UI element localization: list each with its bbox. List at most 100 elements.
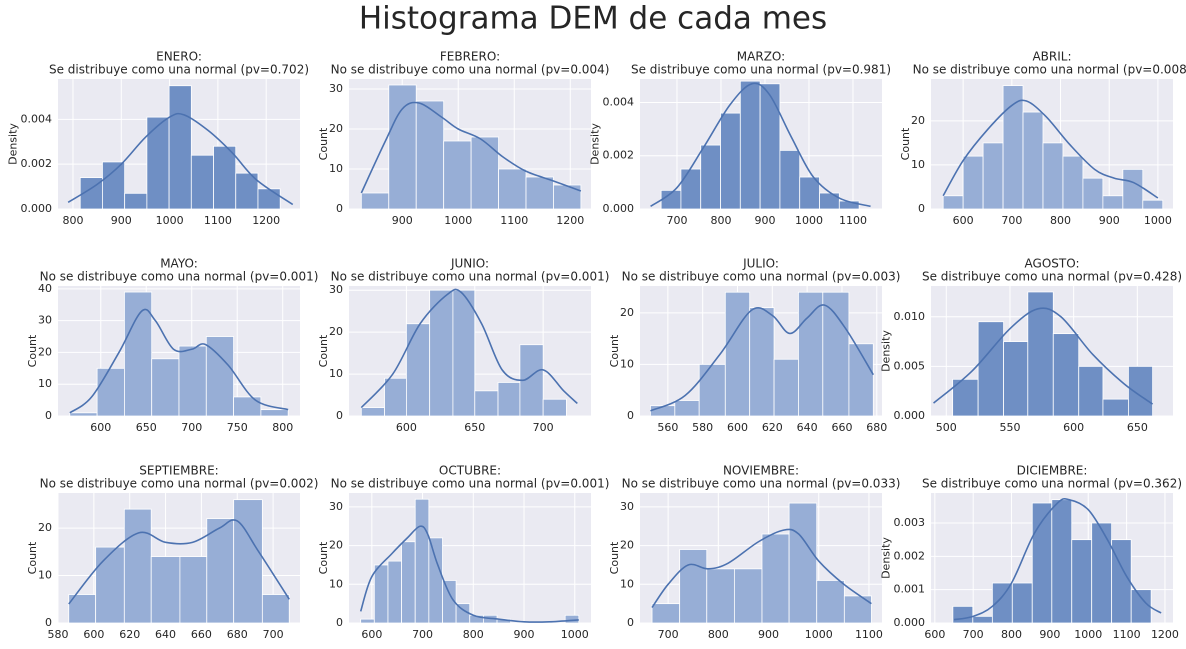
bar [749,307,775,416]
bar [96,367,125,416]
figure-title: Histograma DEM de cada mes [359,1,827,37]
subplot: 0 10 20 560 580 600 620 640 660 680 JULIO:No se di… [608,257,900,435]
y-tick-label: 0 [45,409,52,422]
x-tick-label: 1200 [1151,628,1179,641]
bar [257,188,281,209]
x-tick-label: 660 [831,421,852,434]
y-tick-label: 10 [329,577,343,590]
bar [679,549,708,623]
x-tick-label: 1000 [805,628,833,641]
bar [674,400,700,416]
kde-line [360,101,582,194]
subplot-subtitle: No se distribuye como una normal (pv=0.0… [622,270,901,284]
y-axis-label: Density [880,537,893,579]
y-tick-label: 0.003 [894,516,926,529]
x-tick-label: 900 [111,214,132,227]
bar [1102,398,1129,416]
x-tick-label: 680 [227,628,248,641]
bar [360,407,385,416]
bar [428,537,443,623]
y-tick-label: 10 [38,569,52,582]
y-tick-label: 10 [329,162,343,175]
bar [233,499,263,623]
plot-content [69,291,289,416]
subplot-subtitle: No se distribuye como una normal (pv=0.0… [40,477,319,491]
x-tick-label: 600 [361,628,382,641]
kde-line [933,307,1154,405]
bar [698,364,726,416]
x-tick-label: 580 [692,421,713,434]
x-tick-label: 600 [396,421,417,434]
y-tick-label: 0.010 [894,310,926,323]
subplot-title: OCTUBRE: [439,464,501,478]
x-tick-label: 800 [272,421,293,434]
y-tick-label: 30 [620,500,634,513]
bar [1102,195,1124,209]
x-tick-label: 580 [48,628,69,641]
bar [942,195,964,209]
bar [739,80,761,209]
y-tick-label: 20 [38,345,52,358]
subplot-subtitle: Se distribuye como una normal (pv=0.981) [631,63,891,77]
x-tick-label: 640 [797,421,818,434]
bar [1027,291,1054,416]
subplot-title: AGOSTO: [1025,257,1080,271]
y-tick-label: 30 [329,82,343,95]
bar [190,154,214,209]
bar [388,84,417,209]
x-tick-label: 800 [1001,628,1022,641]
y-tick-label: 0.000 [894,616,926,629]
x-tick-label: 700 [412,628,433,641]
bar [414,498,430,623]
y-tick-label: 30 [329,283,343,296]
x-tick-label: 1100 [855,628,883,641]
x-tick-label: 600 [953,214,974,227]
subplot-title: NOVIEMBRE: [723,464,799,478]
y-tick-label: 20 [329,325,343,338]
subplot-subtitle: Se distribuye como una normal (pv=0.702) [49,63,309,77]
y-axis-label: Count [317,127,330,160]
bar [542,398,567,416]
x-tick-label: 700 [666,214,687,227]
bar [497,382,521,416]
y-axis-label: Density [7,123,20,165]
bar [360,192,390,209]
kde-line [360,288,578,409]
bar [360,618,375,623]
bar [1042,142,1064,209]
y-tick-label: 10 [620,357,634,370]
x-tick-label: 600 [727,421,748,434]
bar [1062,155,1084,209]
bar [387,560,402,623]
y-tick-label: 0.000 [894,409,926,422]
x-tick-label: 900 [758,628,779,641]
x-tick-label: 900 [754,214,775,227]
bar [102,161,126,209]
bar [1078,365,1104,416]
subplot-title: MAYO: [160,257,198,271]
y-tick-label: 0 [627,616,634,629]
x-tick-label: 1000 [795,214,823,227]
y-tick-label: 0.004 [21,112,53,125]
bar [498,168,527,209]
bar [773,358,799,416]
subplot: 0 10 20 30 900 1000 1100 1200 FEBRERO:No se dist… [317,50,609,228]
y-tick-label: 20 [620,539,634,552]
subplot-subtitle: No se distribuye como una normal (pv=0.0… [331,63,610,77]
y-axis-label: Count [26,541,39,574]
plot-content [67,85,294,209]
subplot: 0.000 0.002 0.004 800 900 1000 1100 1200 ENERO:S… [7,50,310,228]
bar [848,343,874,416]
x-tick-label: 800 [708,628,729,641]
subplot-title: ABRIL: [1032,50,1071,64]
bar [205,336,234,416]
x-tick-label: 650 [136,421,157,434]
bar [706,568,735,623]
bar [700,144,721,209]
y-tick-label: 20 [329,539,343,552]
x-tick-label: 660 [191,628,212,641]
x-tick-label: 620 [119,628,140,641]
plot-content [952,497,1162,623]
subplot-subtitle: No se distribuye como una normal (pv=0.0… [331,270,610,284]
y-tick-label: 10 [38,377,52,390]
